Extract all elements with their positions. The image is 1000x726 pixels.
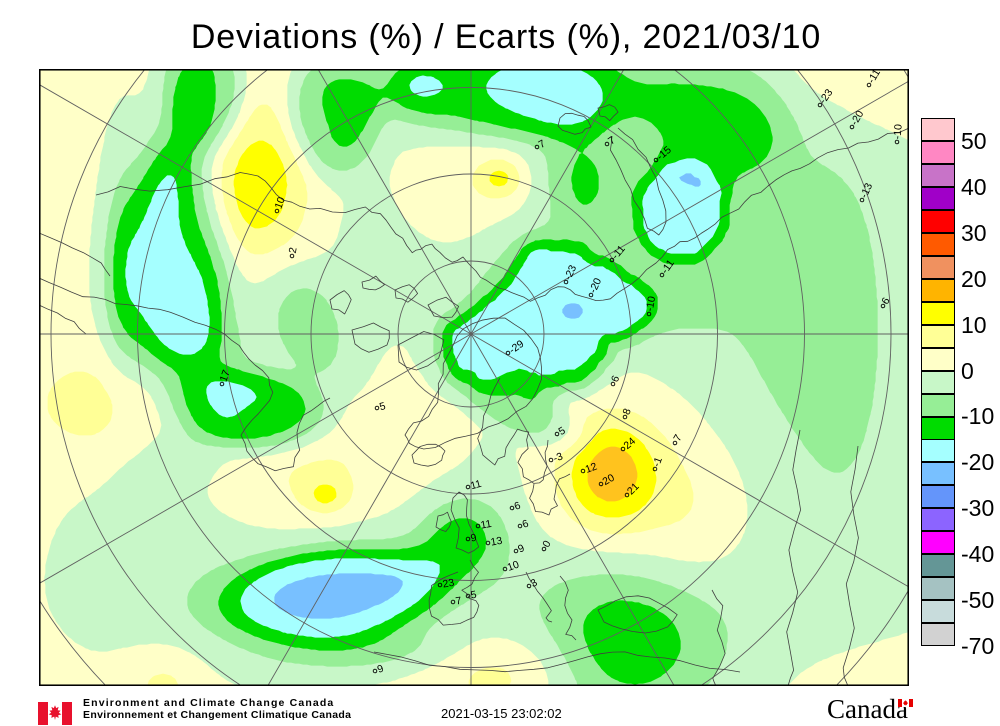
svg-text:3: 3 xyxy=(529,577,540,590)
svg-text:-1: -1 xyxy=(651,455,666,468)
svg-text:9: 9 xyxy=(376,663,386,676)
svg-text:7: 7 xyxy=(671,432,684,443)
svg-text:10: 10 xyxy=(273,195,288,210)
svg-text:6: 6 xyxy=(513,500,523,513)
svg-text:20: 20 xyxy=(601,472,617,488)
svg-text:5: 5 xyxy=(378,400,387,413)
svg-text:0: 0 xyxy=(540,538,553,549)
svg-text:-10: -10 xyxy=(644,295,658,312)
svg-text:12: 12 xyxy=(584,461,599,476)
svg-text:7: 7 xyxy=(455,595,463,608)
svg-text:8: 8 xyxy=(621,407,634,417)
svg-text:5: 5 xyxy=(470,589,478,602)
svg-text:11: 11 xyxy=(480,518,493,532)
svg-text:11: 11 xyxy=(469,478,483,492)
svg-text:7: 7 xyxy=(537,138,548,151)
svg-text:23: 23 xyxy=(442,577,456,591)
svg-text:9: 9 xyxy=(470,532,478,545)
svg-text:6: 6 xyxy=(609,374,622,385)
svg-text:-23: -23 xyxy=(562,263,579,282)
svg-text:6: 6 xyxy=(521,518,531,531)
svg-text:-10: -10 xyxy=(891,123,904,139)
svg-text:13: 13 xyxy=(490,535,504,549)
svg-text:6: 6 xyxy=(879,295,892,306)
svg-text:17: 17 xyxy=(218,368,233,383)
svg-text:7: 7 xyxy=(606,134,618,147)
svg-text:-20: -20 xyxy=(587,276,604,295)
svg-text:-3: -3 xyxy=(552,450,565,465)
svg-text:10: 10 xyxy=(506,559,521,574)
svg-text:9: 9 xyxy=(516,542,527,555)
svg-text:5: 5 xyxy=(557,425,568,438)
svg-text:-13: -13 xyxy=(858,181,875,200)
svg-text:2: 2 xyxy=(287,246,300,254)
